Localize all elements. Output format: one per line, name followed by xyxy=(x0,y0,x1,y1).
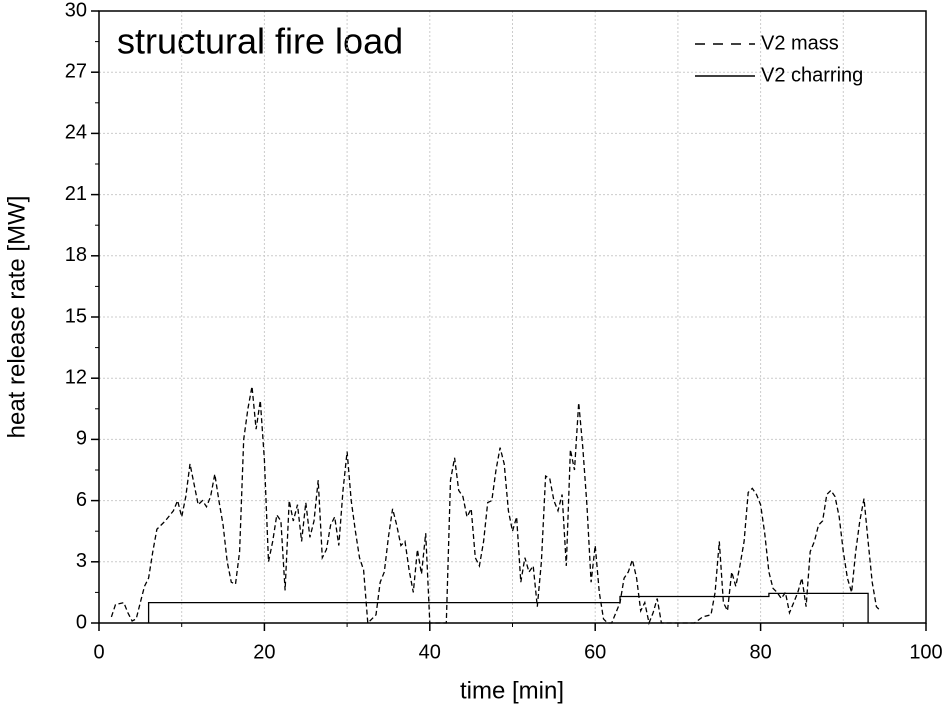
x-axis-label: time [min] xyxy=(460,677,564,704)
y-tick-label: 6 xyxy=(76,489,87,511)
y-axis-label: heat release rate [MW] xyxy=(3,196,30,439)
y-tick-label: 30 xyxy=(65,0,87,21)
legend-label: V2 charring xyxy=(761,64,863,86)
data-line xyxy=(110,386,881,626)
y-tick-label: 0 xyxy=(76,611,87,633)
x-tick-label: 60 xyxy=(584,641,606,663)
data-line xyxy=(147,592,869,623)
x-tick-label: 20 xyxy=(253,641,275,663)
y-tick-label: 3 xyxy=(76,550,87,572)
y-tick-label: 15 xyxy=(65,305,87,327)
y-tick-label: 21 xyxy=(65,183,87,205)
x-tick-label: 100 xyxy=(909,641,942,663)
chart-title: structural fire load xyxy=(117,21,403,62)
y-tick-label: 27 xyxy=(65,60,87,82)
x-tick-label: 0 xyxy=(93,641,104,663)
x-tick-label: 40 xyxy=(419,641,441,663)
y-tick-label: 9 xyxy=(76,428,87,450)
legend-label: V2 mass xyxy=(761,32,839,54)
plot-frame xyxy=(98,10,927,624)
y-tick-label: 12 xyxy=(65,366,87,388)
y-tick-label: 24 xyxy=(65,122,87,144)
x-tick-label: 80 xyxy=(749,641,771,663)
y-tick-label: 18 xyxy=(65,244,87,266)
